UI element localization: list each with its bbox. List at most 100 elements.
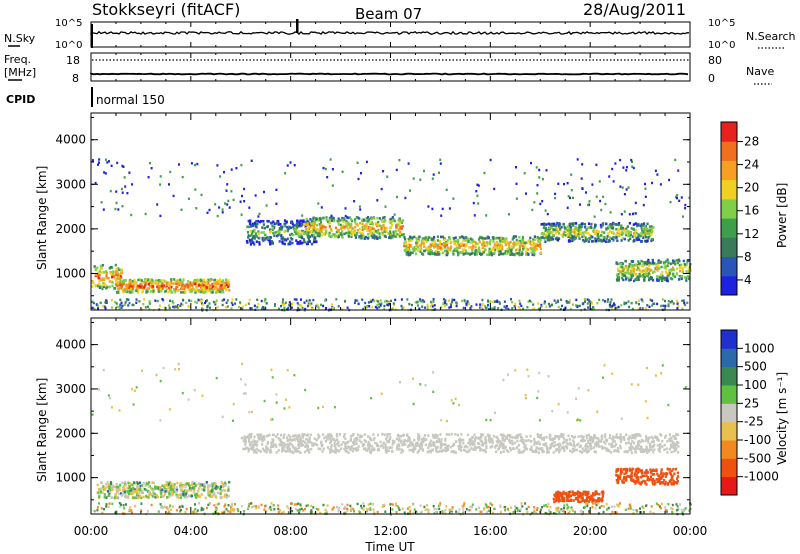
velocity-echo-cell [344,442,347,445]
velocity-echo-cell [627,438,630,441]
velocity-echo-cell [568,499,571,502]
velocity-echo-cell [565,439,568,442]
power-echo-cell [181,175,184,179]
power-echo-cell [485,241,488,244]
power-echo-cell [372,233,375,236]
power-echo-cell [387,232,390,235]
power-echo-cell [264,233,267,237]
power-echo-cell [538,245,541,249]
power-echo-cell [263,236,266,240]
velocity-echo-cell [286,443,289,446]
power-echo-cell [121,205,124,208]
power-echo-cell [632,232,636,235]
power-echo-cell [649,261,652,265]
velocity-echo-cell [134,490,137,494]
velocity-echo-cell [459,441,462,445]
power-echo-cell [193,279,196,283]
power-echo-cell [269,236,273,239]
power-echo-cell [527,252,530,256]
velocity-echo-cell [671,441,674,444]
power-echo-cell [665,271,668,274]
power-echo-cell [486,244,489,247]
velocity-echo-cell [132,481,136,484]
velocity-echo-cell [396,433,399,437]
velocity-echo-cell [459,446,462,450]
power-echo-cell [330,219,333,222]
power-echo-cell [498,247,502,250]
power-echo-cell [135,281,138,284]
velocity-echo-cell [179,482,182,485]
velocity-echo-cell [533,437,536,441]
power-echo-cell [270,240,273,243]
power-echo-cell [239,200,242,203]
power-echo-cell [218,280,221,283]
power-echo-cell [120,268,123,272]
velocity-echo-cell [517,443,520,447]
power-echo-cell [197,298,200,302]
power-echo-cell [146,283,149,286]
power-echo-cell [393,303,395,307]
power-echo-cell [328,234,331,237]
velocity-echo-cell [123,495,127,499]
velocity-echo-cell [368,442,371,446]
velocity-echo-cell [672,446,675,450]
power-echo-cell [170,285,173,289]
power-echo-cell [621,273,624,276]
velocity-echo-cell [294,446,297,450]
power-echo-cell [168,286,171,290]
velocity-echo-cell [579,444,582,448]
power-echo-cell [526,241,529,245]
power-echo-cell [222,290,225,294]
power-echo-cell [634,201,637,205]
power-echo-cell [283,306,286,309]
power-echo-cell [109,189,112,193]
power-echo-cell [286,229,289,233]
power-echo-cell [98,161,100,164]
power-echo-cell [667,299,670,303]
power-echo-cell [464,239,467,242]
velocity-echo-cell [277,449,280,452]
power-echo-cell [419,244,422,248]
power-echo-cell [477,238,481,241]
power-echo-cell [642,236,645,239]
power-echo-cell [263,190,265,194]
power-echo-cell [322,166,325,170]
power-echo-cell [390,299,392,303]
velocity-echo-cell [509,446,512,450]
power-echo-cell [115,267,119,271]
power-echo-cell [341,224,344,227]
power-echo-cell [163,306,166,309]
velocity-echo-cell [355,447,358,450]
power-echo-cell [672,272,675,276]
power-echo-cell [230,307,233,310]
power-echo-cell [572,224,575,227]
power-echo-cell [99,264,102,268]
velocity-echo-cell [604,442,607,445]
power-echo-cell [110,164,113,167]
power-echo-cell [487,298,490,302]
power-echo-cell [638,275,642,278]
velocity-echo-cell [519,451,522,454]
velocity-echo-cell [559,491,562,495]
power-echo-cell [429,305,432,308]
power-echo-cell [135,301,138,304]
velocity-echo-cell [113,485,116,489]
power-echo-cell [346,216,349,219]
velocity-echo-cell [275,435,278,438]
power-colorbar-tick: 4 [744,273,752,287]
power-echo-cell [228,206,231,209]
power-echo-cell [601,230,604,234]
power-echo-cell [116,305,119,309]
power-echo-cell [532,243,535,247]
velocity-echo-cell [482,449,485,452]
velocity-echo-cell [563,449,566,452]
power-echo-cell [116,270,119,274]
velocity-echo-cell [673,444,676,448]
power-echo-cell [315,304,318,308]
velocity-echo-cell [628,446,631,450]
velocity-echo-cell [580,492,583,495]
power-echo-cell [147,176,150,179]
power-echo-cell [485,214,488,217]
power-echo-cell [448,237,451,241]
power-echo-cell [168,183,170,186]
